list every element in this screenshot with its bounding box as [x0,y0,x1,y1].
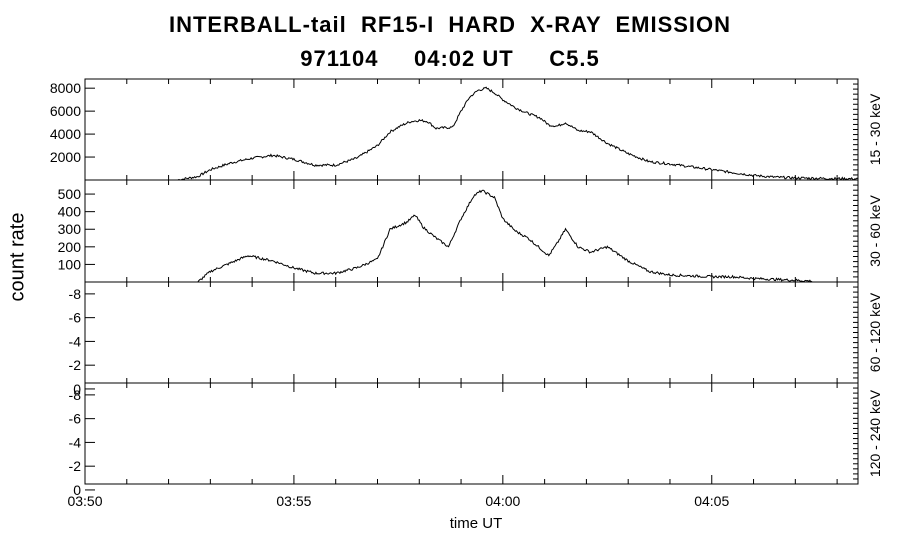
y-tick-label: -8 [69,387,82,403]
x-axis-label: time UT [450,515,503,532]
y-tick-label: 4000 [50,126,81,142]
panel-frame [84,179,859,283]
y-tick-label: 0 [73,482,81,498]
y-tick-label: -2 [69,357,82,373]
channel-label: 15 - 30 keV [867,93,883,165]
series-line-30-60keV [197,189,813,283]
panel-frame [84,78,859,181]
x-tick-label: 04:05 [694,493,729,509]
y-tick-label: 0 [73,381,81,397]
x-tick-label: 03:55 [276,493,311,509]
panel-frame [84,281,859,384]
y-tick-label: -6 [69,310,82,326]
y-tick-label: 8000 [50,80,81,96]
series-line-15-30keV [85,86,859,181]
y-tick-label: -2 [69,458,82,474]
x-tick-label: 03:50 [67,493,102,509]
y-tick-label: -6 [69,411,82,427]
chart-title-line2: 971104 04:02 UT C5.5 [300,46,600,71]
y-tick-label: 300 [58,221,82,237]
y-tick-label: 2000 [50,149,81,165]
y-tick-label: -4 [69,434,82,450]
y-tick-label: 200 [58,239,82,255]
channel-label: 60 - 120 keV [867,292,883,372]
y-tick-label: 400 [58,204,82,220]
channel-label: 120 - 240 keV [867,389,883,477]
y-tick-label: 6000 [50,103,81,119]
channel-label: 30 - 60 keV [867,195,883,267]
y-tick-label: -4 [69,333,82,349]
y-tick-label: 100 [58,256,82,272]
chart-title-line1: INTERBALL-tail RF15-I HARD X-RAY EMISSIO… [168,12,732,37]
y-tick-label: -8 [69,286,82,302]
y-tick-label: 500 [58,186,82,202]
x-tick-label: 04:00 [485,493,520,509]
panel-frame [84,382,859,485]
